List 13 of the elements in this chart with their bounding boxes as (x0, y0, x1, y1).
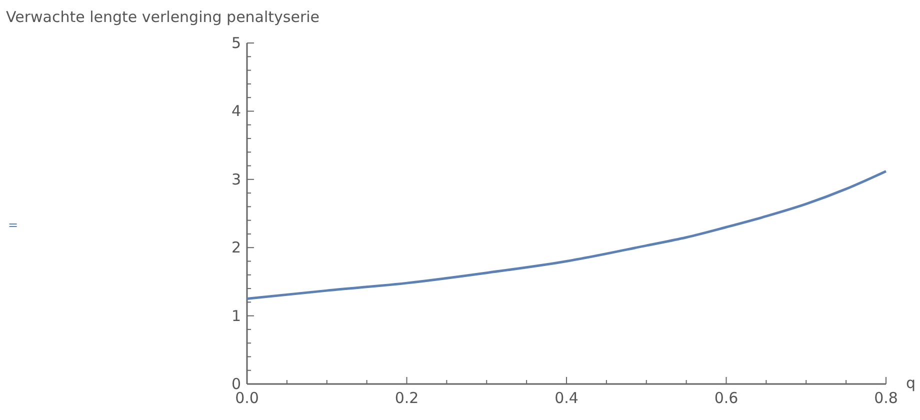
y-tick-label: 2 (231, 238, 241, 257)
x-tick-label: 0.2 (394, 389, 419, 407)
x-axis-title: q (906, 374, 916, 392)
y-tick-label: 4 (231, 102, 241, 120)
x-tick-label: 0.8 (874, 389, 898, 407)
y-tick-label: 5 (231, 34, 241, 52)
y-tick-label: 3 (231, 170, 241, 188)
chart-title: Verwachte lengte verlenging penaltyserie (6, 8, 320, 26)
x-tick-label: 0.6 (714, 389, 738, 407)
text: = (8, 218, 18, 232)
x-tick-label: 0.4 (554, 389, 578, 407)
line-series (246, 170, 888, 300)
y-tick-label: 1 (231, 306, 241, 325)
